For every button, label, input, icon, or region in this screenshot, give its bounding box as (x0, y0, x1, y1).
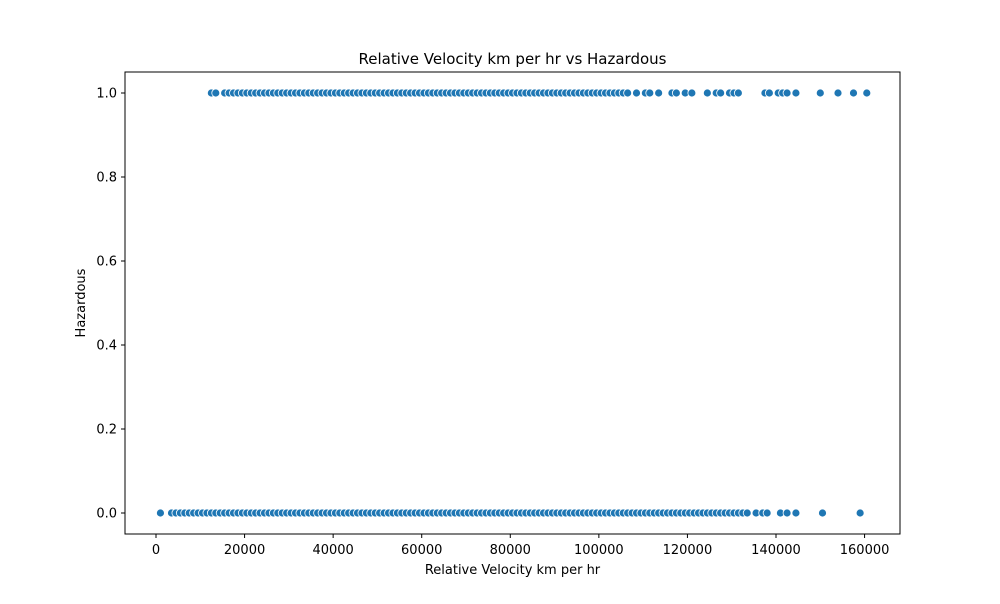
points-layer (156, 88, 872, 518)
plot-frame (124, 71, 901, 535)
data-point (833, 88, 843, 98)
x-tick-label: 100000 (574, 543, 624, 558)
data-point (687, 88, 697, 98)
data-point (764, 88, 774, 98)
data-point (645, 88, 655, 98)
data-point (818, 508, 827, 518)
data-point (791, 508, 801, 518)
x-tick-label: 20000 (224, 543, 265, 558)
chart-title: Relative Velocity km per hr vs Hazardous (359, 50, 667, 68)
data-point (671, 88, 681, 98)
x-tick-label: 80000 (490, 543, 531, 558)
x-tick-label: 40000 (312, 543, 353, 558)
data-point (782, 88, 792, 98)
y-tick-label: 0.4 (96, 339, 117, 354)
x-tick-label: 60000 (401, 543, 442, 558)
data-point (742, 508, 752, 518)
data-point (849, 88, 858, 98)
data-point (623, 88, 633, 98)
data-point (702, 88, 712, 98)
x-tick-label: 140000 (751, 543, 801, 558)
y-tick-label: 0.2 (96, 423, 117, 438)
data-point (156, 508, 165, 518)
x-axis: 0 20000 40000 60000 80000 100000 120000 140000 1… (152, 534, 890, 558)
y-axis: 0.0 0.2 0.4 0.6 0.8 1.0 (96, 87, 125, 522)
data-point (211, 88, 221, 98)
y-tick-label: 1.0 (96, 87, 117, 102)
data-point (815, 88, 825, 98)
y-tick-label: 0.0 (96, 507, 117, 522)
y-tick-label: 0.6 (96, 255, 117, 270)
data-point (716, 88, 726, 98)
data-point (855, 508, 865, 518)
y-axis-label: Hazardous (74, 268, 89, 337)
x-tick-label: 0 (152, 543, 160, 558)
data-point (791, 88, 801, 98)
data-point (762, 508, 772, 518)
x-tick-label: 160000 (840, 543, 890, 558)
data-point (782, 508, 792, 518)
data-point (862, 88, 872, 98)
x-tick-label: 120000 (663, 543, 713, 558)
y-tick-label: 0.8 (96, 171, 117, 186)
data-point (632, 88, 641, 98)
data-point (733, 88, 743, 98)
x-axis-label: Relative Velocity km per hr (425, 563, 601, 578)
data-point (654, 88, 664, 98)
